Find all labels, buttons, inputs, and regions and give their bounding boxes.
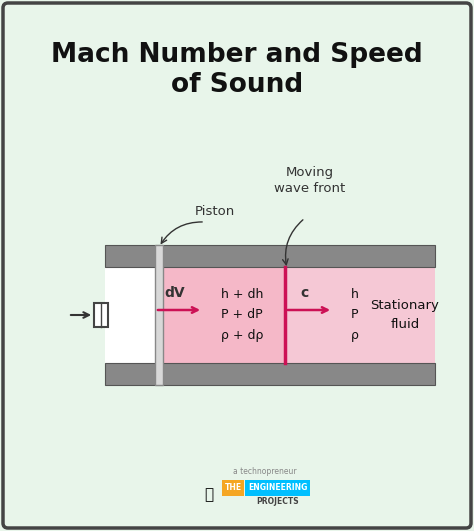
Text: 🤖: 🤖 [204,487,214,502]
Text: a technopreneur: a technopreneur [233,467,297,476]
Text: c: c [301,286,309,300]
Text: Moving
wave front: Moving wave front [274,166,346,195]
Bar [105,267,155,363]
Bar [163,267,285,363]
Text: h
P
ρ: h P ρ [351,288,359,341]
Bar [155,245,163,385]
Text: Mach Number and Speed: Mach Number and Speed [51,42,423,68]
Bar [94,303,108,327]
Text: PROJECTS: PROJECTS [257,498,299,507]
Text: dV: dV [164,286,185,300]
Text: THE: THE [224,484,242,492]
Bar [222,480,244,496]
Bar [285,267,435,363]
Text: h + dh
P + dP
ρ + dρ: h + dh P + dP ρ + dρ [221,288,263,341]
FancyBboxPatch shape [3,3,471,528]
Text: Stationary
fluid: Stationary fluid [371,299,439,330]
Bar [105,245,435,267]
Text: of Sound: of Sound [171,72,303,98]
Bar [245,480,310,496]
Text: ENGINEERING: ENGINEERING [248,484,308,492]
Bar [105,363,435,385]
Text: Piston: Piston [195,205,235,218]
